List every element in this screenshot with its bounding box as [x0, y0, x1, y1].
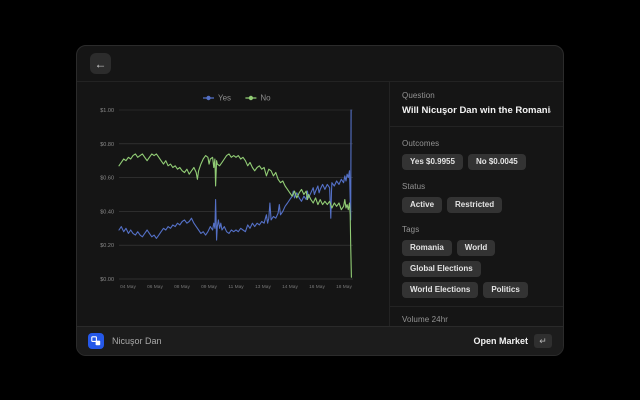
- app-logo-icon: [88, 333, 104, 349]
- back-arrow-icon: ←: [94, 56, 107, 71]
- question-title: Will Nicuşor Dan win the Romanian...: [402, 105, 551, 116]
- main-content: $1.00 $0.80 $0.60 $0.40 $0.20 $0.00 04 May 06 M…: [77, 82, 563, 326]
- x-axis-tick-label: 11 May: [228, 284, 244, 290]
- tag-pill: World: [456, 240, 496, 256]
- tags-label: Tags: [402, 225, 420, 234]
- tag-pill: Politics: [483, 282, 528, 298]
- y-axis-tick-label: $0.60: [100, 176, 114, 182]
- x-axis-tick-label: 04 May: [120, 284, 136, 290]
- x-axis-tick-label: 09 May: [201, 284, 217, 290]
- status-badge: Active: [402, 197, 443, 213]
- status-badge: Restricted: [447, 197, 503, 213]
- x-axis-tick-label: 14 May: [282, 284, 298, 290]
- tag-pill: Romania: [402, 240, 452, 256]
- legend-label: Yes: [218, 94, 231, 103]
- price-chart-svg: $1.00 $0.80 $0.60 $0.40 $0.20 $0.00 04 May 06 M…: [100, 94, 353, 290]
- back-button[interactable]: ←: [90, 53, 111, 74]
- outcome-pill: Yes $0.9955: [402, 154, 463, 170]
- series-line-yes: [118, 109, 352, 241]
- x-axis-tick-label: 16 May: [309, 284, 325, 290]
- series-line-no: [118, 153, 352, 278]
- panel-divider: [390, 126, 563, 127]
- selected-market-name: Nicuşor Dan: [112, 336, 162, 346]
- legend-marker-dot: [248, 95, 254, 101]
- app-window: ← $1.00 $0.80 $0.60 $0.40 $0.20 $0.00 04 May 06…: [76, 45, 564, 356]
- x-axis-tick-label: 06 May: [147, 284, 163, 290]
- open-market-button[interactable]: Open Market ↵: [473, 334, 552, 348]
- action-bar: Nicuşor Dan Open Market ↵: [77, 326, 563, 355]
- status-pill-row: Active Restricted: [402, 197, 551, 213]
- legend-marker-dot: [206, 95, 211, 101]
- y-axis-tick-label: $0.40: [100, 209, 114, 215]
- legend-label: No: [260, 94, 271, 103]
- price-chart: $1.00 $0.80 $0.60 $0.40 $0.20 $0.00 04 May 06 M…: [77, 82, 389, 326]
- x-axis-tick-label: 18 May: [336, 284, 352, 290]
- outcomes-label: Outcomes: [402, 139, 440, 148]
- outcomes-pill-row: Yes $0.9955 No $0.0045: [402, 154, 551, 170]
- y-axis-tick-label: $0.20: [100, 243, 114, 249]
- y-axis-tick-label: $0.00: [100, 277, 114, 283]
- x-axis-tick-label: 08 May: [174, 284, 190, 290]
- tags-pill-row: Romania World Global Elections World Electi…: [402, 240, 551, 298]
- panel-divider: [390, 306, 563, 307]
- window-header: ←: [77, 46, 563, 82]
- y-axis-tick-label: $0.80: [100, 142, 114, 148]
- status-label: Status: [402, 182, 426, 191]
- volume-label: Volume 24hr: [402, 315, 449, 324]
- outcome-pill: No $0.0045: [467, 154, 526, 170]
- y-axis-tick-label: $1.00: [100, 108, 114, 114]
- market-details-panel: Question Will Nicuşor Dan win the Romani…: [389, 82, 563, 326]
- question-label: Question: [402, 91, 435, 100]
- tag-pill: Global Elections: [402, 261, 481, 277]
- return-key-icon: ↵: [534, 334, 552, 348]
- open-market-label: Open Market: [473, 336, 528, 346]
- tag-pill: World Elections: [402, 282, 479, 298]
- x-axis-tick-label: 13 May: [255, 284, 271, 290]
